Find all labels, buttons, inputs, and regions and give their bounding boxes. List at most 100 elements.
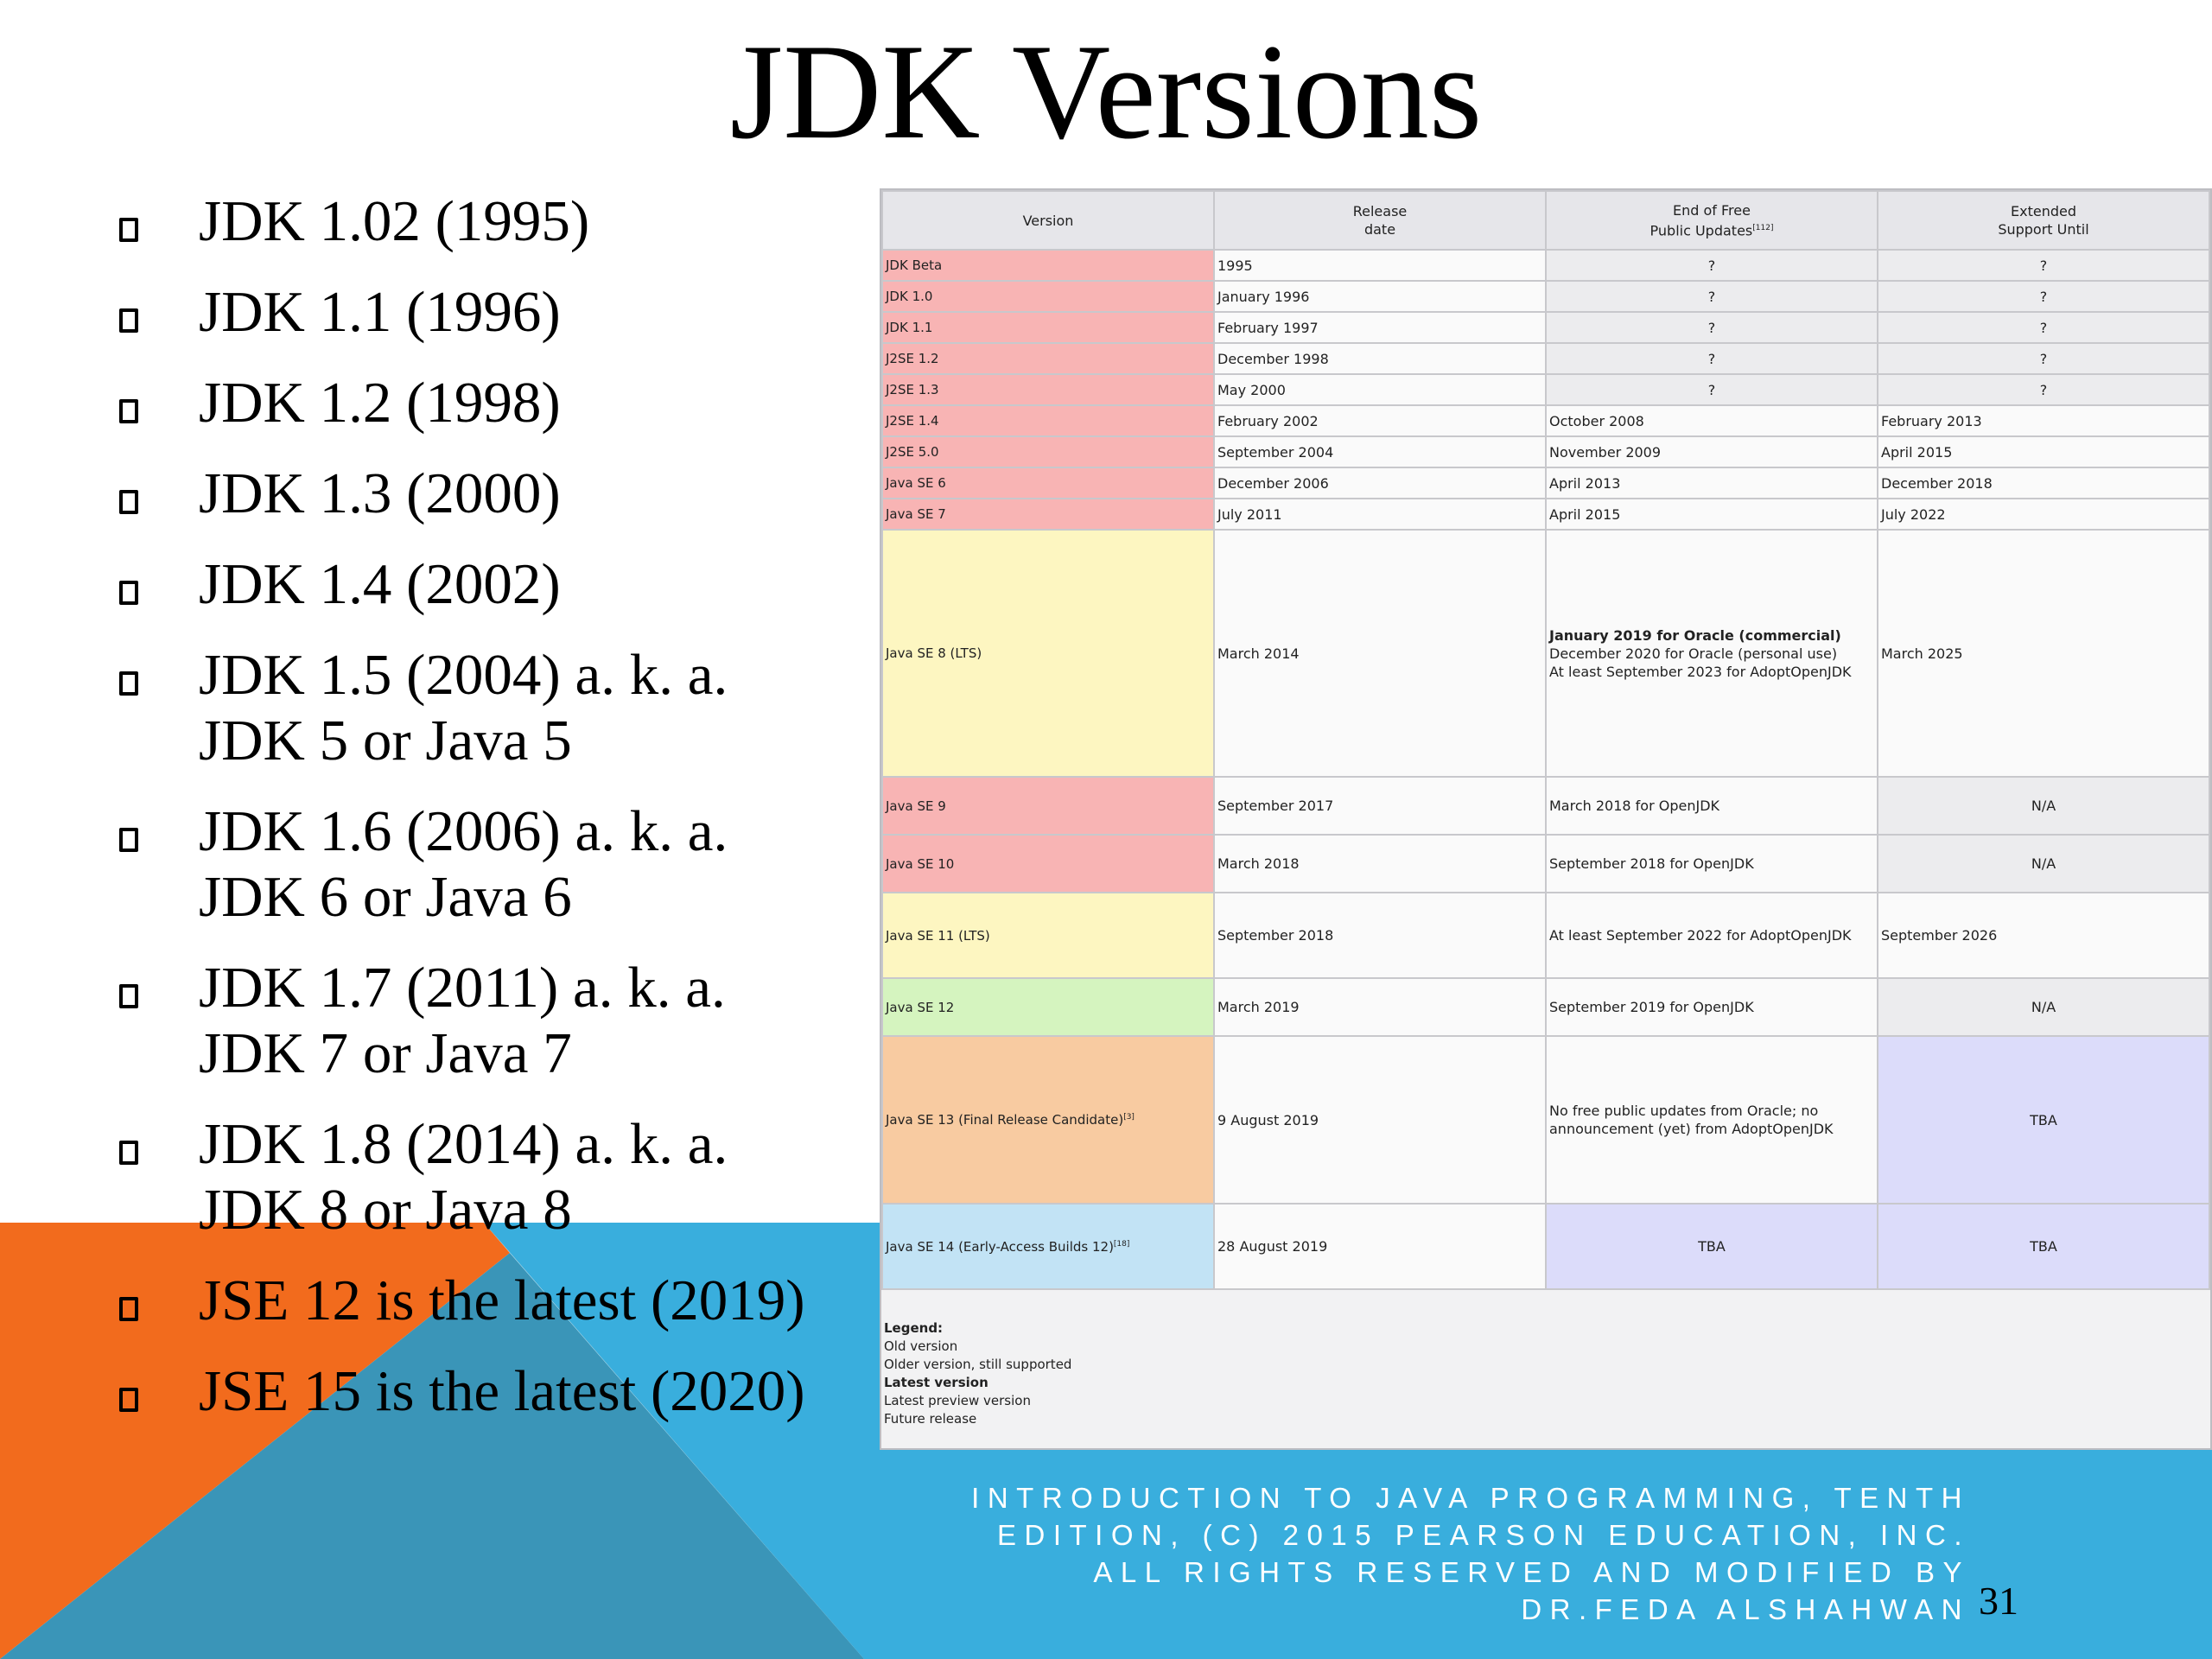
table-row: Java SE 6 December 2006 April 2013 Decem… (881, 467, 2210, 499)
bullet-text: JDK 1.5 (2004) a. k. a. (199, 643, 728, 707)
table-row: J2SE 1.3 May 2000 ? ? (881, 373, 2210, 406)
table-row: Java SE 13 (Final Release Candidate)[3] … (881, 1035, 2210, 1205)
bullet-text-continuation: JDK 6 or Java 6 (199, 865, 572, 929)
header-eofpu-ref: [112] (1752, 223, 1774, 232)
header-end-of-free-updates: End of Free Public Updates[112] (1545, 190, 1878, 251)
cell-release: January 1996 (1213, 280, 1547, 313)
cell-eofpu: ? (1545, 342, 1878, 375)
table-row: J2SE 1.4 February 2002 October 2008 Febr… (881, 404, 2210, 437)
table-row: Java SE 12 March 2019 September 2019 for… (881, 977, 2210, 1037)
cell-version: Java SE 10 (881, 834, 1215, 893)
cell-release: March 2019 (1213, 977, 1547, 1037)
square-bullet-icon (119, 671, 138, 696)
cell-eofpu: ? (1545, 373, 1878, 406)
cell-eofpu: March 2018 for OpenJDK (1545, 776, 1878, 836)
legend-item: Future release (884, 1411, 977, 1427)
bullet-text-continuation: JDK 8 or Java 8 (199, 1178, 572, 1242)
cell-version: J2SE 1.4 (881, 404, 1215, 437)
bullet-item: JDK 1.1 (1996) (112, 279, 873, 345)
orange-triangle-shape (0, 1223, 510, 1659)
cell-version: J2SE 5.0 (881, 435, 1215, 468)
bullet-item: JDK 1.8 (2014) a. k. a. JDK 8 or Java 8 (112, 1111, 873, 1243)
cell-release: 1995 (1213, 249, 1547, 282)
square-bullet-icon (119, 984, 138, 1008)
cell-release: March 2018 (1213, 834, 1547, 893)
cell-version-text: Java SE 13 (Final Release Candidate) (886, 1112, 1124, 1128)
square-bullet-icon (119, 218, 138, 242)
table-row: J2SE 1.2 December 1998 ? ? (881, 342, 2210, 375)
square-bullet-icon (119, 1388, 138, 1412)
cell-eofpu-line: No free public updates from Oracle; no (1549, 1103, 1819, 1119)
bullet-text: JDK 1.1 (1996) (199, 280, 561, 344)
bullet-item: JDK 1.2 (1998) (112, 370, 873, 435)
bullet-text: JDK 1.2 (1998) (199, 371, 561, 435)
cell-version: J2SE 1.3 (881, 373, 1215, 406)
cell-version: Java SE 14 (Early-Access Builds 12)[18] (881, 1203, 1215, 1290)
cell-eofpu: ? (1545, 311, 1878, 344)
cell-version-ref: [3] (1123, 1113, 1135, 1122)
slide-footer: INTRODUCTION TO JAVA PROGRAMMING, TENTH … (971, 1482, 1970, 1625)
table-row: Java SE 9 September 2017 March 2018 for … (881, 776, 2210, 836)
bullet-text: JSE 12 is the latest (2019) (199, 1268, 805, 1332)
bullet-text-continuation: JDK 7 or Java 7 (199, 1021, 572, 1085)
cell-eofpu: November 2009 (1545, 435, 1878, 468)
table-legend: Legend: Old version Older version, still… (881, 1290, 2210, 1428)
header-ext-line2: Support Until (1998, 221, 2089, 238)
cell-release: May 2000 (1213, 373, 1547, 406)
bullet-item: JSE 15 is the latest (2020) (112, 1358, 873, 1424)
cell-release: 28 August 2019 (1213, 1203, 1547, 1290)
header-extended-support: Extended Support Until (1877, 190, 2210, 251)
cell-ext: ? (1877, 280, 2210, 313)
cell-ext: December 2018 (1877, 467, 2210, 499)
legend-title: Legend: (884, 1320, 944, 1336)
cell-version: Java SE 11 (LTS) (881, 892, 1215, 979)
cell-ext: TBA (1877, 1203, 2210, 1290)
cell-ext: ? (1877, 373, 2210, 406)
table-row: Java SE 7 July 2011 April 2015 July 2022 (881, 498, 2210, 531)
cell-version: Java SE 8 (LTS) (881, 529, 1215, 778)
cell-eofpu-line: December 2020 for Oracle (personal use) (1549, 645, 1838, 662)
legend-item: Latest version (884, 1375, 988, 1390)
table-row: Java SE 14 (Early-Access Builds 12)[18] … (881, 1203, 2210, 1290)
cell-version-text: Java SE 14 (Early-Access Builds 12) (886, 1238, 1114, 1255)
page-number: 31 (1979, 1579, 2018, 1623)
legend-item: Old version (884, 1338, 958, 1354)
cell-eofpu-line: announcement (yet) from AdoptOpenJDK (1549, 1121, 1834, 1137)
cell-release: September 2017 (1213, 776, 1547, 836)
square-bullet-icon (119, 1141, 138, 1165)
cell-eofpu: At least September 2022 for AdoptOpenJDK (1545, 892, 1878, 979)
legend-item: Latest preview version (884, 1393, 1031, 1408)
square-bullet-icon (119, 581, 138, 605)
bullet-item: JSE 12 is the latest (2019) (112, 1268, 873, 1333)
square-bullet-icon (119, 1297, 138, 1321)
cell-ext: N/A (1877, 776, 2210, 836)
cell-version: Java SE 12 (881, 977, 1215, 1037)
header-release-line1: Release (1352, 203, 1408, 219)
cell-ext: ? (1877, 249, 2210, 282)
legend-item: Older version, still supported (884, 1357, 1072, 1372)
cell-version: Java SE 7 (881, 498, 1215, 531)
cell-release: 9 August 2019 (1213, 1035, 1547, 1205)
table-header-row: Version Release date End of Free Public Up… (881, 190, 2210, 251)
cell-ext: ? (1877, 342, 2210, 375)
bullet-text-continuation: JDK 5 or Java 5 (199, 709, 572, 772)
jdk-versions-table-image: Version Release date End of Free Public Up… (880, 188, 2212, 1450)
cell-ext: March 2025 (1877, 529, 2210, 778)
cell-release: March 2014 (1213, 529, 1547, 778)
cell-release: February 2002 (1213, 404, 1547, 437)
bullet-text: JSE 15 is the latest (2020) (199, 1359, 805, 1423)
slide-title: JDK Versions (729, 16, 1483, 168)
cell-version-ref: [18] (1113, 1239, 1130, 1249)
cell-version: JDK 1.1 (881, 311, 1215, 344)
cell-version: Java SE 6 (881, 467, 1215, 499)
table-row: Java SE 10 March 2018 September 2018 for… (881, 834, 2210, 893)
cell-ext: TBA (1877, 1035, 2210, 1205)
cell-version: JDK 1.0 (881, 280, 1215, 313)
header-eofpu-line1: End of Free (1673, 201, 1751, 219)
cell-release: September 2018 (1213, 892, 1547, 979)
cell-eofpu: April 2013 (1545, 467, 1878, 499)
cell-eofpu: No free public updates from Oracle; no a… (1545, 1035, 1878, 1205)
cell-eofpu: ? (1545, 280, 1878, 313)
slate-triangle-shape (0, 1253, 864, 1659)
cell-ext: N/A (1877, 977, 2210, 1037)
